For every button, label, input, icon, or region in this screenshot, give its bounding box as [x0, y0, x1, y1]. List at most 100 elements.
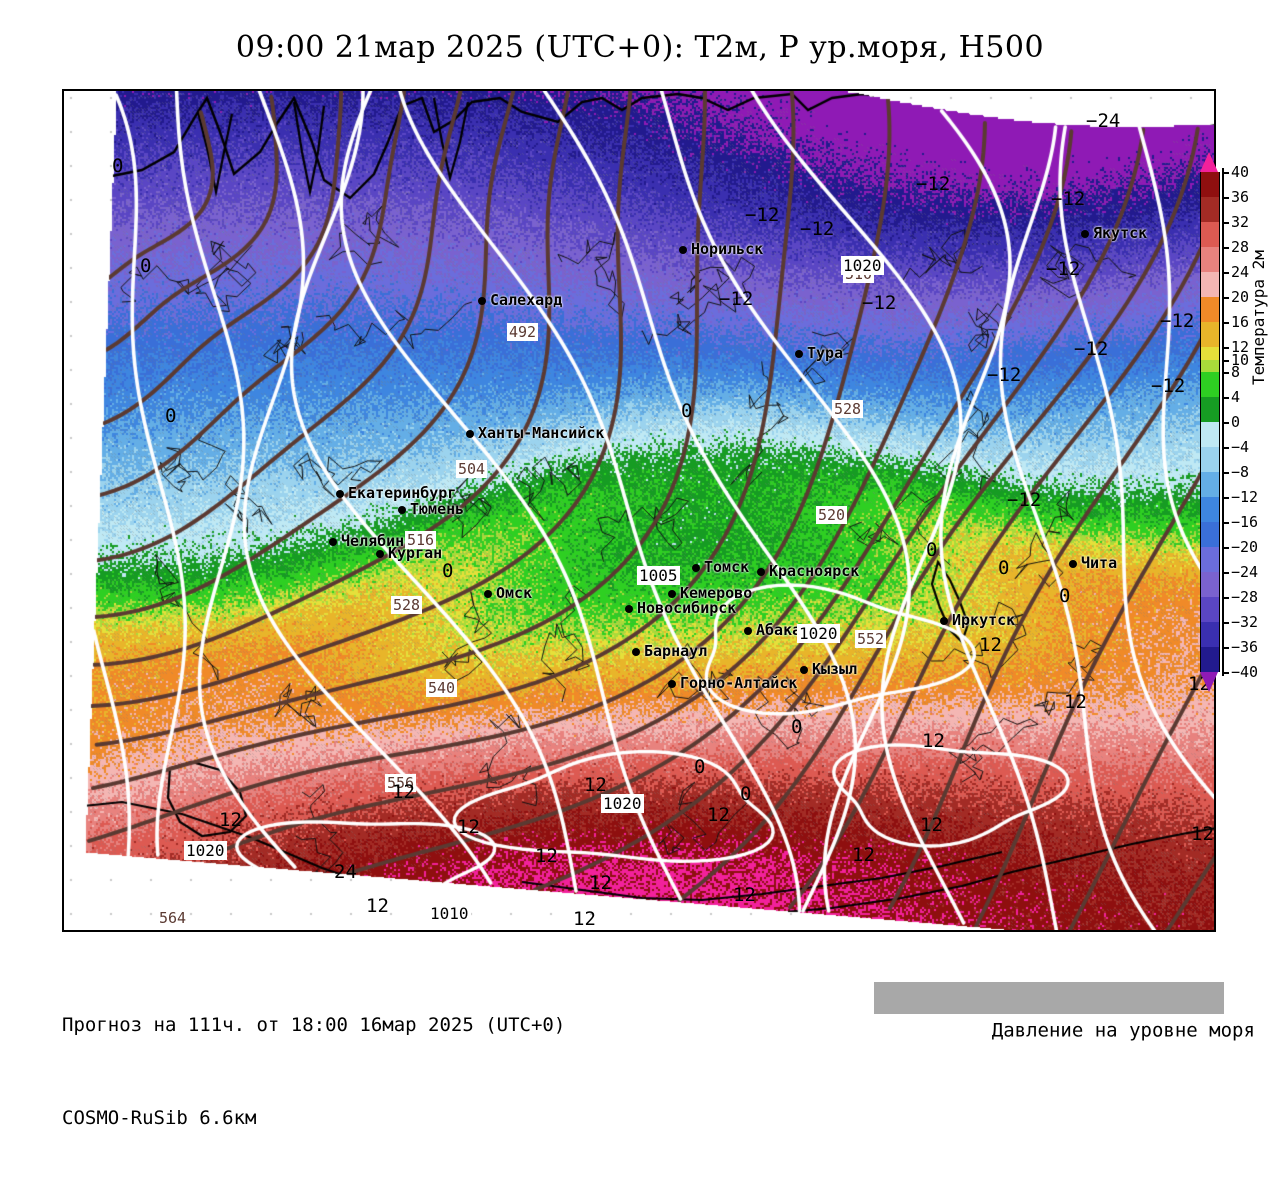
- map-frame[interactable]: Якутск Норильск Салехард Тура Ханты-Мансийск…: [62, 89, 1216, 932]
- colorbar-tick-label: 0: [1231, 413, 1241, 431]
- city-marker: [484, 590, 492, 598]
- weather-map-canvas[interactable]: [64, 91, 1214, 930]
- city-label: Горно-Алтайск: [680, 674, 798, 692]
- city-label: Томск: [704, 558, 750, 576]
- city-marker: [668, 680, 676, 688]
- colorbar-band: [1200, 197, 1220, 222]
- colorbar-band: [1200, 547, 1220, 572]
- city-marker: [668, 590, 676, 598]
- colorbar-band: [1200, 247, 1220, 272]
- legend-item-h500[interactable]: H500: [874, 950, 1224, 1010]
- weather-map-page: 09:00 21мар 2025 (UTC+0): T2м, P ур.моря…: [62, 30, 1268, 1129]
- city-marker: [329, 538, 337, 546]
- city-marker: [757, 568, 765, 576]
- colorbar-tick-label: 36: [1231, 188, 1250, 206]
- footer-text: Прогноз на 111ч. от 18:00 16мар 2025 (UT…: [62, 948, 565, 1196]
- temperature-contour-label: 0: [681, 400, 693, 422]
- city-label: Салехард: [490, 291, 563, 309]
- colorbar-band: [1200, 372, 1220, 397]
- colorbar-tick-label: −8: [1231, 463, 1250, 481]
- temperature-contour-label: 0: [442, 560, 454, 582]
- colorbar-tick-line: [1222, 522, 1229, 524]
- h500-contour-label: 504: [456, 460, 488, 478]
- colorbar-tick-label: −40: [1231, 663, 1259, 681]
- colorbar-over-arrow: [1200, 152, 1218, 172]
- temperature-contour-label: 12: [457, 816, 480, 838]
- pressure-contour-label: 1010: [428, 904, 471, 923]
- temperature-contour-label: 0: [998, 557, 1010, 579]
- temperature-contour-label: 12: [584, 774, 607, 796]
- temperature-contour-label: 0: [694, 756, 706, 778]
- colorbar-tick-label: 12: [1231, 338, 1250, 356]
- pressure-contour-label: 1020: [601, 794, 644, 813]
- colorbar-tick-line: [1222, 272, 1229, 274]
- city-marker: [398, 506, 406, 514]
- colorbar-band: [1200, 472, 1220, 497]
- colorbar-tick-label: 10: [1231, 350, 1250, 369]
- colorbar-band: [1200, 347, 1220, 360]
- colorbar-under-arrow: [1200, 672, 1218, 692]
- city-marker: [692, 564, 700, 572]
- city-label: Кызыл: [812, 660, 858, 678]
- pressure-contour-label: 1020: [184, 841, 227, 860]
- colorbar-tick-label: −20: [1231, 538, 1259, 556]
- city-label: Иркутск: [952, 611, 1016, 629]
- temperature-contour-label: −12: [1051, 188, 1086, 210]
- forecast-line: Прогноз на 111ч. от 18:00 16мар 2025 (UT…: [62, 1014, 566, 1036]
- temperature-contour-label: −12: [1046, 258, 1081, 280]
- temperature-contour-label: 12: [979, 634, 1002, 656]
- colorbar-band: [1200, 497, 1220, 522]
- city-marker: [466, 430, 474, 438]
- city-label: Кемерово: [680, 584, 753, 602]
- city-label: Красноярск: [769, 562, 860, 580]
- city-marker: [744, 627, 752, 635]
- temperature-contour-label: 12: [535, 845, 558, 867]
- city-label: Тура: [807, 344, 844, 362]
- colorbar-title: Температура 2м: [1249, 250, 1268, 385]
- city-marker: [625, 605, 633, 613]
- colorbar-tick-line: [1222, 472, 1229, 474]
- city-marker: [632, 648, 640, 656]
- city-label: Екатеринбург: [348, 484, 457, 502]
- colorbar-tick-line: [1222, 172, 1229, 174]
- h500-contour-label: 516: [405, 531, 437, 549]
- colorbar-band: [1200, 597, 1220, 622]
- colorbar-band: [1200, 522, 1220, 547]
- city-marker: [336, 490, 344, 498]
- city-marker: [940, 617, 948, 625]
- temperature-contour-label: 12: [1191, 823, 1214, 845]
- colorbar-tick-line: [1222, 359, 1229, 362]
- pressure-contour-label: 1020: [797, 624, 840, 643]
- colorbar-tick-line: [1222, 447, 1229, 449]
- temperature-contour-label: 12: [922, 730, 945, 752]
- h500-contour-label: 528: [832, 400, 864, 418]
- city-label: Ханты-Мансийск: [478, 424, 605, 442]
- temperature-contour-label: 0: [140, 255, 152, 277]
- colorbar-band: [1200, 572, 1220, 597]
- temperature-contour-label: −12: [800, 218, 835, 240]
- colorbar-tick-label: 28: [1231, 238, 1250, 256]
- colorbar[interactable]: [1200, 172, 1220, 672]
- city-label: Барнаул: [644, 642, 708, 660]
- colorbar-band: [1200, 622, 1220, 647]
- city-marker: [679, 246, 687, 254]
- colorbar-band: [1200, 647, 1220, 672]
- colorbar-tick-line: [1222, 247, 1229, 249]
- city-marker: [800, 666, 808, 674]
- temperature-contour-label: −12: [916, 173, 951, 195]
- colorbar-band: [1200, 422, 1220, 447]
- temperature-contour-label: 12: [589, 872, 612, 894]
- colorbar-tick-label: −32: [1231, 613, 1259, 631]
- h500-contour-label: 552: [855, 630, 887, 648]
- colorbar-tick-label: 24: [1231, 263, 1250, 281]
- legend-label-pressure: Давление на уровне моря: [991, 1019, 1255, 1042]
- colorbar-tick-line: [1222, 422, 1229, 424]
- temperature-contour-label: 12: [733, 884, 756, 906]
- colorbar-tick-line: [1222, 572, 1229, 574]
- colorbar-tick-line: [1222, 622, 1229, 624]
- colorbar-tick-line: [1222, 347, 1229, 349]
- temperature-contour-label: 0: [1059, 585, 1071, 607]
- legend-item-pressure[interactable]: Давление на уровне моря: [874, 982, 1255, 1042]
- colorbar-band: [1200, 359, 1220, 372]
- temperature-contour-label: 12: [366, 895, 389, 917]
